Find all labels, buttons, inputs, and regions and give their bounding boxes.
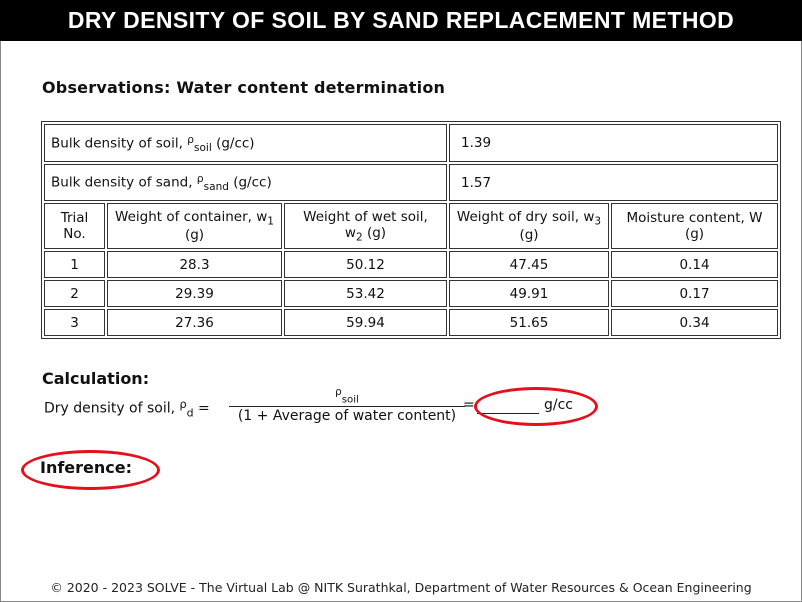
moisture-cell: 0.17 [611,280,778,307]
rho-symbol: ρ [196,172,204,185]
dry-soil-cell: 47.45 [449,251,609,278]
rho-symbol: ρ [179,398,187,411]
inference-highlight-ring [21,450,160,490]
formula-numerator: ρsoil [335,386,359,406]
formula-denominator: (1 + Average of water content) [237,408,457,424]
container-weight-cell: 29.39 [107,280,282,307]
footer-copyright: © 2020 - 2023 SOLVE - The Virtual Lab @ … [50,580,752,595]
container-weight-cell: 28.3 [107,251,282,278]
dry-soil-cell: 49.91 [449,280,609,307]
wet-soil-cell: 53.42 [284,280,447,307]
trial-cell: 3 [44,309,105,336]
bulk-soil-label-cell: Bulk density of soil, ρsoil (g/cc) [44,124,447,162]
wet-soil-cell: 50.12 [284,251,447,278]
bulk-soil-value: 1.39 [449,124,778,162]
bulk-sand-row: Bulk density of sand, ρsand (g/cc) 1.57 [44,164,778,201]
col-header-wet-soil: Weight of wet soil, w2 (g) [284,203,447,249]
rho-symbol: ρ [335,386,342,398]
fraction-bar [229,406,465,407]
bulk-sand-value: 1.57 [449,164,778,201]
bulk-soil-row: Bulk density of soil, ρsoil (g/cc) 1.39 [44,124,778,162]
table-row: 2 29.39 53.42 49.91 0.17 [44,280,778,307]
moisture-cell: 0.34 [611,309,778,336]
page-header: DRY DENSITY OF SOIL BY SAND REPLACEMENT … [0,0,802,41]
trial-cell: 1 [44,251,105,278]
container-weight-cell: 27.36 [107,309,282,336]
observations-heading: Observations: Water content determinatio… [42,78,446,97]
rho-symbol: ρ [187,132,195,146]
page-title: DRY DENSITY OF SOIL BY SAND REPLACEMENT … [67,7,735,33]
calculation-heading: Calculation: [42,369,150,388]
result-equals: = [463,397,475,413]
observations-table: Bulk density of soil, ρsoil (g/cc) 1.39 … [41,121,781,339]
wet-soil-cell: 59.94 [284,309,447,336]
col-header-dry-soil: Weight of dry soil, w3 (g) [449,203,609,249]
dry-density-label: Dry density of soil, ρd = [44,398,210,420]
col-header-container: Weight of container, w1 (g) [107,203,282,249]
table-row: 1 28.3 50.12 47.45 0.14 [44,251,778,278]
bulk-sand-label-cell: Bulk density of sand, ρsand (g/cc) [44,164,447,201]
table-row: 3 27.36 59.94 51.65 0.34 [44,309,778,336]
trial-cell: 2 [44,280,105,307]
result-highlight-ring [474,387,598,426]
dry-soil-cell: 51.65 [449,309,609,336]
col-header-trial: Trial No. [44,203,105,249]
col-header-moisture: Moisture content, W (g) [611,203,778,249]
table-header-row: Trial No. Weight of container, w1 (g) Weig… [44,203,778,249]
moisture-cell: 0.14 [611,251,778,278]
